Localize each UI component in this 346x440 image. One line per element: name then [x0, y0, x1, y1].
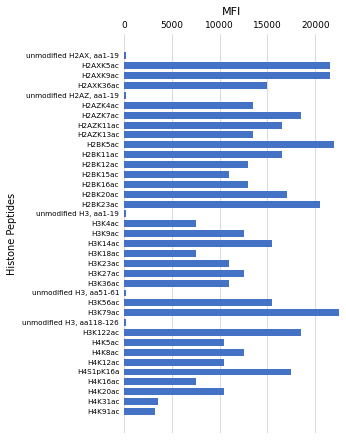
Bar: [124, 72, 329, 79]
Bar: [124, 349, 244, 356]
Bar: [124, 240, 272, 247]
Title: MFI: MFI: [222, 7, 241, 17]
Bar: [124, 388, 225, 395]
Bar: [124, 112, 301, 119]
Bar: [124, 369, 291, 375]
Bar: [124, 220, 196, 227]
Bar: [124, 398, 157, 405]
Bar: [124, 191, 286, 198]
Bar: [124, 141, 334, 148]
Bar: [124, 309, 339, 316]
Bar: [124, 230, 244, 237]
Bar: [124, 121, 282, 128]
Bar: [124, 319, 126, 326]
Bar: [124, 210, 126, 217]
Bar: [124, 378, 196, 385]
Bar: [124, 339, 225, 346]
Bar: [124, 260, 229, 267]
Bar: [124, 329, 301, 336]
Bar: [124, 359, 225, 366]
Bar: [124, 270, 244, 277]
Bar: [124, 62, 329, 69]
Bar: [124, 52, 126, 59]
Bar: [124, 201, 320, 208]
Bar: [124, 250, 196, 257]
Bar: [124, 181, 248, 188]
Bar: [124, 161, 248, 168]
Bar: [124, 299, 272, 306]
Bar: [124, 151, 282, 158]
Bar: [124, 132, 253, 139]
Y-axis label: Histone Peptides: Histone Peptides: [7, 193, 17, 275]
Bar: [124, 408, 155, 415]
Bar: [124, 290, 126, 297]
Bar: [124, 82, 267, 89]
Bar: [124, 171, 229, 178]
Bar: [124, 280, 229, 286]
Bar: [124, 92, 126, 99]
Bar: [124, 102, 253, 109]
